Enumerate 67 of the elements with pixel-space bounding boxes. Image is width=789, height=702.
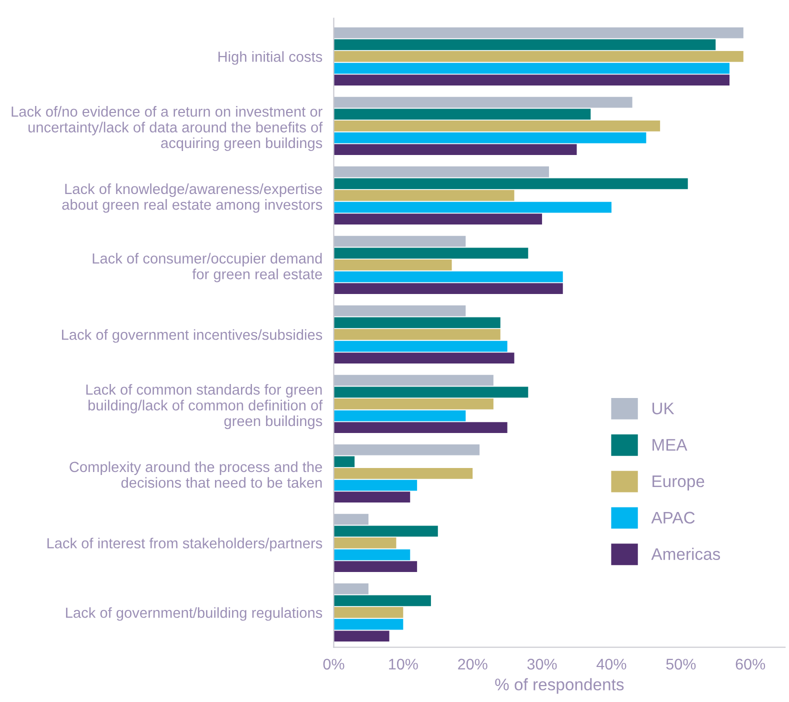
bar (334, 618, 404, 630)
bar (334, 374, 494, 386)
bar (334, 260, 452, 270)
bar (334, 514, 368, 525)
x-tick-label: 20% (458, 658, 488, 670)
bar (334, 538, 396, 548)
bar (334, 549, 410, 560)
bar (334, 178, 688, 190)
bar (334, 236, 466, 247)
bar (334, 27, 744, 38)
legend-label: UK (652, 402, 674, 414)
bar (334, 51, 744, 62)
bar (334, 248, 528, 259)
bar (334, 74, 730, 86)
bar (334, 96, 632, 108)
y-tick-label: Lack of government/building regulations (66, 607, 322, 621)
bar (334, 607, 404, 618)
bar (334, 317, 500, 328)
bar (334, 166, 549, 178)
x-tick-label: 50% (666, 658, 696, 670)
bar (334, 595, 431, 606)
bar (334, 305, 466, 316)
bar (334, 62, 730, 74)
bar (334, 329, 500, 340)
bar (334, 340, 508, 352)
y-tick-label: Lack of common standards for green building/lack of common definition of green buildings (86, 384, 323, 430)
bar (334, 132, 646, 144)
bar (334, 561, 418, 572)
bar (334, 492, 410, 503)
legend-label: Americas (651, 548, 720, 560)
x-tick-label: 40% (596, 658, 626, 670)
bar (334, 283, 563, 294)
bar (334, 410, 466, 422)
bar (334, 630, 390, 642)
legend-label: MEA (652, 439, 688, 451)
x-tick-label: 30% (527, 658, 557, 670)
bar (334, 444, 480, 456)
bar (334, 526, 438, 537)
bar (334, 468, 473, 479)
bar (334, 120, 660, 132)
bar (334, 456, 355, 468)
y-tick-label: Complexity around the process and the decisions that need to be taken (70, 461, 322, 488)
bar (334, 352, 514, 364)
y-tick-label: High initial costs (218, 51, 322, 65)
legend-label: Europe (652, 476, 704, 490)
bar (334, 214, 542, 225)
bar (334, 386, 528, 398)
bar (334, 190, 514, 201)
legend-label: APAC (651, 512, 695, 524)
y-tick-label: Lack of interest from stakeholders/partners (47, 538, 322, 552)
bar (334, 144, 577, 156)
bar (334, 480, 418, 491)
bar (334, 271, 563, 282)
bar (334, 108, 591, 120)
bar (334, 583, 368, 594)
x-tick-label: 60% (736, 658, 766, 670)
x-tick-label: 0% (323, 658, 344, 670)
y-tick-label: Lack of/no evidence of a return on investment or uncertainty/lack of data around the benefits of acquiring green buildings (12, 106, 323, 152)
x-axis-title: % of respondents (495, 678, 624, 694)
bar (334, 398, 494, 410)
bar (334, 202, 612, 213)
y-tick-label: Lack of government incentives/subsidies (62, 329, 322, 343)
bar (334, 39, 716, 50)
y-tick-label: Lack of consumer/occupier demand for green real estate (92, 252, 322, 282)
bar (334, 422, 508, 434)
y-tick-label: Lack of knowledge/awareness/expertise about green real estate among investors (62, 183, 322, 213)
x-tick-label: 10% (389, 658, 418, 670)
